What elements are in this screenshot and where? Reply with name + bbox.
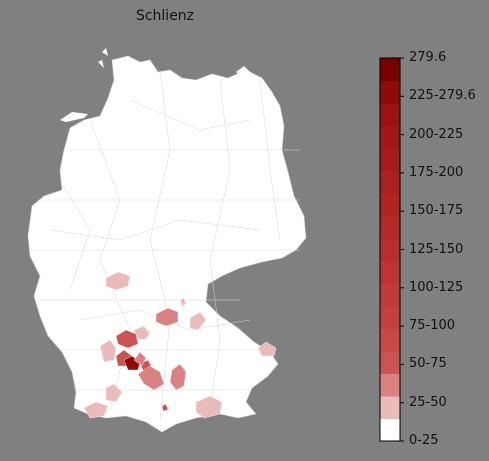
region-oberallgaeu [161, 403, 169, 412]
legend-bin [380, 328, 400, 352]
legend-bin [380, 148, 400, 172]
legend-tick-label: 75-100 [409, 318, 456, 334]
legend-bin [380, 103, 400, 127]
legend-bin [380, 305, 400, 329]
legend-bin [380, 170, 400, 194]
region-oberfranken [155, 307, 179, 327]
region-schwarzwald [105, 383, 123, 403]
legend-bin [380, 58, 400, 82]
legend-bin [380, 125, 400, 149]
legend-tick-label: 279.6 [409, 50, 447, 65]
region-karlsruhe [99, 339, 117, 363]
legend-tick-label: 125-150 [409, 241, 464, 257]
region-rosenheim [195, 395, 223, 419]
legend-bin [380, 238, 400, 262]
region-oberpfalz [189, 311, 207, 331]
region-alb [137, 365, 165, 391]
legend-bin [380, 260, 400, 284]
legend-bin [380, 373, 400, 397]
region-ulm [169, 363, 187, 391]
legend-tick-label: 50-75 [409, 356, 447, 372]
legend-bin [380, 283, 400, 307]
legend-tick-label: 0-25 [409, 433, 439, 448]
region-hessen-west [105, 271, 131, 291]
region-boden [179, 297, 187, 307]
legend-bin [380, 80, 400, 104]
legend-bin [380, 350, 400, 374]
legend-tick-label: 25-50 [409, 394, 447, 410]
legend-tick-label: 225-279.6 [409, 88, 476, 104]
legend-tick-label: 200-225 [409, 126, 464, 142]
legend-tick-label: 100-125 [409, 279, 464, 295]
legend-tick-label: 175-200 [409, 164, 464, 180]
region-hochrhein [83, 401, 109, 419]
region-heilbronn [115, 329, 139, 349]
map-title: Schlienz [135, 8, 195, 24]
legend-tick-label: 150-175 [409, 203, 464, 219]
legend-bin [380, 395, 400, 419]
region-augsburg [133, 351, 147, 367]
region-ostbayern [257, 341, 277, 357]
legend-bin [380, 215, 400, 239]
legend-bin [380, 418, 400, 442]
legend-bin [380, 193, 400, 217]
coast-islands [60, 48, 252, 122]
